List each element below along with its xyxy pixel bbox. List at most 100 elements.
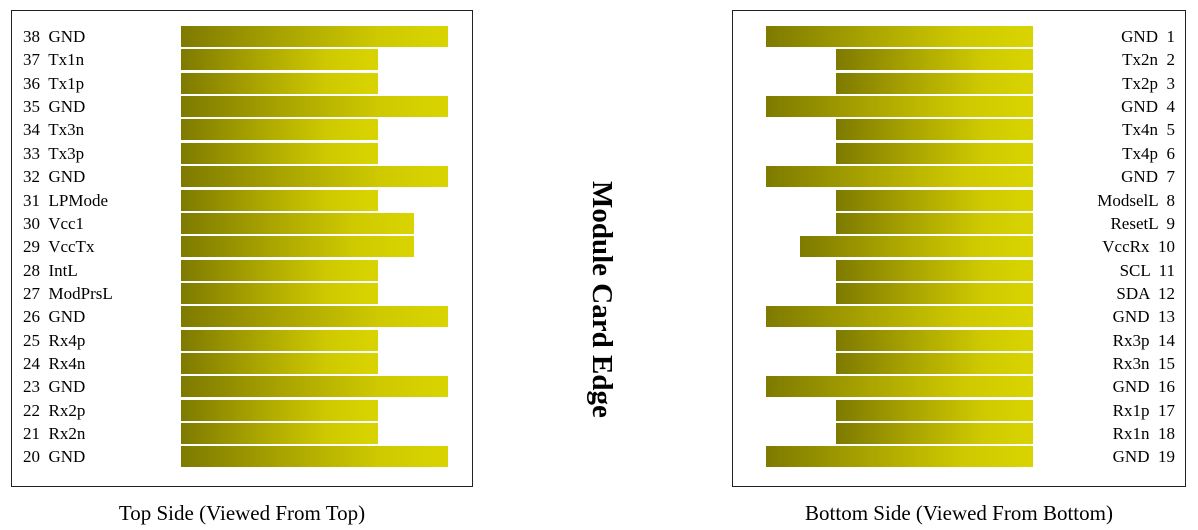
bottom-pin-row: Tx4p 6 xyxy=(733,142,1185,165)
top-pin-label: 35 GND xyxy=(23,97,86,117)
bottom-pin-row: SDA 12 xyxy=(733,282,1185,305)
bottom-contact-pad xyxy=(766,166,1033,188)
bottom-pin-label: VccRx 10 xyxy=(1102,237,1175,257)
top-pin-label: 21 Rx2n xyxy=(23,424,86,443)
top-side-caption: Top Side (Viewed From Top) xyxy=(118,501,366,525)
top-pin-label: 29 VccTx xyxy=(23,237,95,257)
bottom-contact-pad xyxy=(836,399,1033,421)
bottom-pin-row: GND 19 xyxy=(733,445,1185,468)
bottom-pin-row: Rx1n 18 xyxy=(733,422,1185,445)
bottom-pin-row: VccRx 10 xyxy=(733,235,1185,258)
bottom-pin-label: SDA 12 xyxy=(1116,283,1175,303)
top-contact-pad xyxy=(181,189,378,211)
bottom-contact-pad xyxy=(836,212,1033,234)
bottom-contact-pad xyxy=(836,259,1033,281)
top-pin-row: 21 Rx2n xyxy=(12,422,472,445)
bottom-pin-label: Tx4n 5 xyxy=(1122,120,1175,140)
bottom-pin-row: Rx3n 15 xyxy=(733,352,1185,375)
bottom-pin-label: Rx1p 17 xyxy=(1112,400,1175,420)
top-contact-pad xyxy=(181,26,448,47)
top-contact-pad xyxy=(181,282,378,304)
top-pin-row: 26 GND xyxy=(12,305,472,328)
bottom-contact-pad xyxy=(766,376,1033,398)
bottom-side-panel: GND 1 Tx2n 2 Tx2p 3 GND 4 Tx4n 5 Tx4p 6 GND 7 M… xyxy=(732,10,1186,487)
top-pin-row: 33 Tx3p xyxy=(12,142,472,165)
bottom-pin-label: Rx3n 15 xyxy=(1112,353,1175,373)
top-pin-row: 29 VccTx xyxy=(12,235,472,258)
top-contact-pad xyxy=(181,423,378,444)
top-pin-label: 31 LPMode xyxy=(23,190,108,210)
top-contact-pad xyxy=(181,306,448,328)
bottom-pin-row: GND 4 xyxy=(733,95,1185,118)
top-pin-row: 31 LPMode xyxy=(12,189,472,212)
bottom-contact-pad xyxy=(836,119,1033,141)
top-pin-row: 30 Vcc1 xyxy=(12,212,472,235)
bottom-pin-row: Tx2n 2 xyxy=(733,48,1185,71)
top-pin-row: 20 GND xyxy=(12,445,472,468)
bottom-contact-pad xyxy=(836,142,1033,164)
bottom-pin-label: GND 1 xyxy=(1121,27,1175,46)
bottom-contact-pad xyxy=(836,189,1033,211)
bottom-pin-label: Rx1n 18 xyxy=(1112,424,1175,443)
top-pin-row: 35 GND xyxy=(12,95,472,118)
bottom-contact-pad xyxy=(800,236,1033,258)
top-pin-label: 37 Tx1n xyxy=(23,50,85,70)
bottom-pin-label: ModselL 8 xyxy=(1097,190,1175,210)
bottom-pin-row: Tx2p 3 xyxy=(733,72,1185,95)
bottom-pin-row: Tx4n 5 xyxy=(733,118,1185,141)
top-pin-row: 25 Rx4p xyxy=(12,329,472,352)
top-contact-pad xyxy=(181,352,378,374)
top-pin-label: 27 ModPrsL xyxy=(23,283,113,303)
top-pin-label: 30 Vcc1 xyxy=(23,213,85,233)
bottom-contact-pad xyxy=(836,423,1033,444)
top-contact-pad xyxy=(181,259,378,281)
bottom-pin-label: GND 16 xyxy=(1112,377,1175,397)
bottom-pin-label: GND 4 xyxy=(1121,97,1175,117)
top-contact-pad xyxy=(181,49,378,71)
bottom-pin-label: ResetL 9 xyxy=(1110,213,1175,233)
top-contact-pad xyxy=(181,119,378,141)
bottom-contact-pad xyxy=(766,26,1033,47)
bottom-pin-row: GND 1 xyxy=(733,25,1185,48)
bottom-pin-label: GND 13 xyxy=(1112,307,1175,327)
top-pin-row: 24 Rx4n xyxy=(12,352,472,375)
bottom-pin-row: SCL 11 xyxy=(733,259,1185,282)
top-pin-label: 33 Tx3p xyxy=(23,143,85,163)
bottom-pin-row: ModselL 8 xyxy=(733,189,1185,212)
bottom-pin-row: GND 13 xyxy=(733,305,1185,328)
top-contact-pad xyxy=(181,212,414,234)
bottom-contact-pad xyxy=(766,96,1033,118)
top-side-panel: 38 GND 37 Tx1n 36 Tx1p 35 GND 34 Tx3n 33 Tx3p… xyxy=(11,10,473,487)
top-pin-row: 36 Tx1p xyxy=(12,72,472,95)
top-pin-label: 28 IntL xyxy=(23,260,78,280)
top-contact-pad xyxy=(181,376,448,398)
top-pin-label: 36 Tx1p xyxy=(23,73,85,93)
bottom-contact-pad xyxy=(836,49,1033,71)
bottom-pin-row: Rx1p 17 xyxy=(733,399,1185,422)
bottom-pin-row: Rx3p 14 xyxy=(733,329,1185,352)
bottom-pin-row: GND 7 xyxy=(733,165,1185,188)
module-card-edge-title: Module Card Edge xyxy=(586,181,618,418)
bottom-contact-pad xyxy=(766,446,1033,468)
bottom-contact-pad xyxy=(836,329,1033,351)
top-pin-label: 23 GND xyxy=(23,377,86,397)
top-pin-label: 34 Tx3n xyxy=(23,120,85,140)
top-contact-pad xyxy=(181,399,378,421)
top-pin-row: 38 GND xyxy=(12,25,472,48)
bottom-pin-label: Rx3p 14 xyxy=(1112,330,1175,350)
bottom-pin-row: ResetL 9 xyxy=(733,212,1185,235)
bottom-contact-pad xyxy=(836,282,1033,304)
bottom-contact-pad xyxy=(836,352,1033,374)
top-contact-pad xyxy=(181,142,378,164)
top-pin-label: 25 Rx4p xyxy=(23,330,86,350)
top-pin-label: 32 GND xyxy=(23,167,86,187)
bottom-pin-label: Tx2p 3 xyxy=(1122,73,1175,93)
bottom-pin-label: Tx4p 6 xyxy=(1122,143,1175,163)
top-pin-label: 38 GND xyxy=(23,27,86,46)
bottom-contact-pad xyxy=(836,72,1033,94)
bottom-side-caption: Bottom Side (Viewed From Bottom) xyxy=(805,501,1113,525)
top-pin-row: 28 IntL xyxy=(12,259,472,282)
top-pin-row: 23 GND xyxy=(12,375,472,398)
top-contact-pad xyxy=(181,446,448,468)
top-pin-row: 37 Tx1n xyxy=(12,48,472,71)
